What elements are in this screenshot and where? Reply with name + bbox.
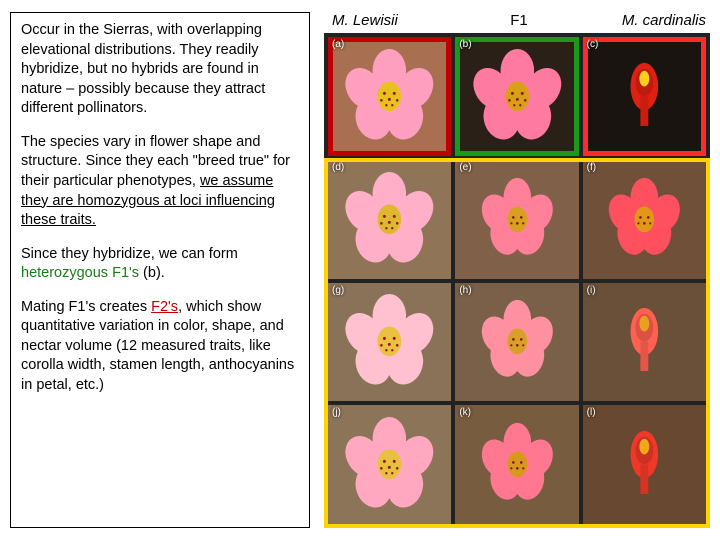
- p3-tail: (b).: [139, 265, 165, 281]
- flower-grid: (a) (b) (c) (d): [324, 33, 710, 528]
- paragraph-homozygous: The species vary in flower shape and str…: [21, 133, 299, 231]
- cell-label: (j): [332, 407, 341, 418]
- text-panel: Occur in the Sierras, with overlapping e…: [10, 12, 310, 528]
- cell-label: (d): [332, 162, 344, 173]
- cell-label: (l): [587, 407, 596, 418]
- p4-f2-term: F2's: [151, 299, 178, 315]
- slide-layout: Occur in the Sierras, with overlapping e…: [0, 0, 720, 540]
- flower-cell-a: (a): [328, 37, 451, 156]
- cell-label: (e): [459, 162, 471, 173]
- header-lewisii: M. Lewisii: [324, 12, 457, 29]
- flower-icon: [468, 417, 567, 512]
- flower-cell-h: (h): [455, 283, 578, 402]
- flower-icon: [340, 417, 439, 512]
- flower-cell-d: (d): [328, 160, 451, 279]
- flower-cell-l: (l): [583, 405, 706, 524]
- figure-panel: M. Lewisii F1 M. cardinalis (a) (b) (c: [324, 12, 710, 528]
- flower-icon: [595, 172, 694, 267]
- flower-icon: [595, 294, 694, 389]
- cell-label: (b): [459, 39, 471, 50]
- flower-icon: [468, 294, 567, 389]
- cell-label: (i): [587, 285, 596, 296]
- flower-cell-e: (e): [455, 160, 578, 279]
- cell-label: (a): [332, 39, 344, 50]
- flower-icon: [595, 49, 694, 144]
- cell-label: (f): [587, 162, 596, 173]
- paragraph-intro: Occur in the Sierras, with overlapping e…: [21, 21, 299, 119]
- paragraph-f1: Since they hybridize, we can form hetero…: [21, 245, 299, 284]
- flower-icon: [340, 294, 439, 389]
- header-f1: F1: [457, 12, 582, 29]
- cell-label: (h): [459, 285, 471, 296]
- cell-label: (k): [459, 407, 471, 418]
- flower-icon: [468, 172, 567, 267]
- p4-lead: Mating F1's creates: [21, 299, 151, 315]
- flower-icon: [468, 49, 567, 144]
- flower-icon: [340, 49, 439, 144]
- flower-cell-i: (i): [583, 283, 706, 402]
- flower-cell-k: (k): [455, 405, 578, 524]
- p3-lead: Since they hybridize, we can form: [21, 246, 238, 262]
- header-cardinalis: M. cardinalis: [581, 12, 710, 29]
- flower-icon: [340, 172, 439, 267]
- cell-label: (c): [587, 39, 599, 50]
- figure-grid-wrap: (a) (b) (c) (d): [324, 33, 710, 528]
- flower-icon: [595, 417, 694, 512]
- figure-header-row: M. Lewisii F1 M. cardinalis: [324, 12, 710, 29]
- flower-cell-c: (c): [583, 37, 706, 156]
- p3-f1-term: heterozygous F1's: [21, 265, 139, 281]
- paragraph-f2: Mating F1's creates F2's, which show qua…: [21, 298, 299, 396]
- cell-label: (g): [332, 285, 344, 296]
- flower-cell-f: (f): [583, 160, 706, 279]
- flower-cell-j: (j): [328, 405, 451, 524]
- flower-cell-b: (b): [455, 37, 578, 156]
- flower-cell-g: (g): [328, 283, 451, 402]
